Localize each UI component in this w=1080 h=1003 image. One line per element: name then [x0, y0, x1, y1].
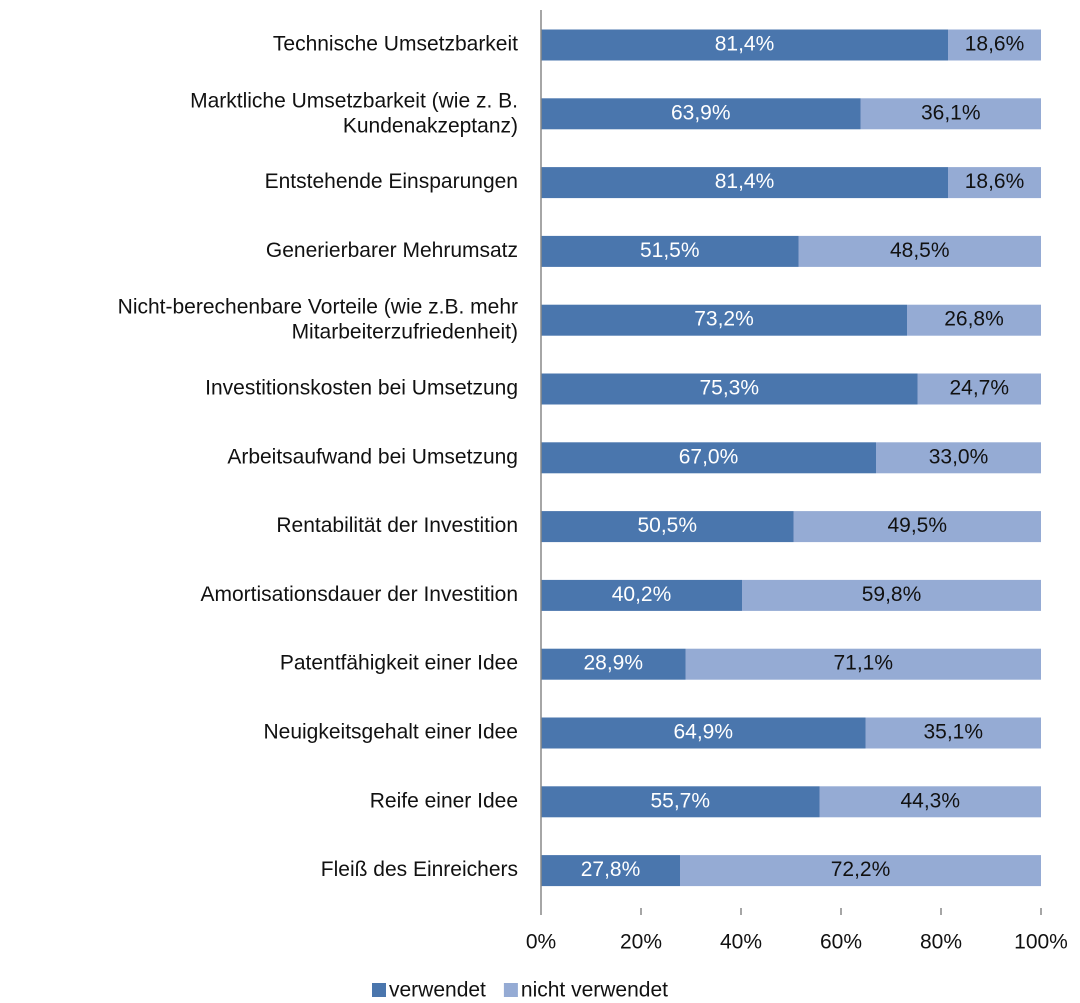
data-label: 59,8%	[862, 583, 922, 606]
data-label: 18,6%	[965, 170, 1025, 193]
y-tick-label: Amortisationsdauer der Investition	[201, 583, 519, 606]
bar-segment	[742, 579, 1041, 611]
data-label: 71,1%	[833, 652, 893, 675]
x-tick-label: 40%	[720, 931, 762, 954]
legend-label: verwendet	[389, 979, 486, 1002]
data-label: 63,9%	[671, 101, 731, 124]
y-tick-label: Neuigkeitsgehalt einer Idee	[263, 721, 518, 744]
bar-segment	[541, 855, 680, 887]
data-label: 64,9%	[673, 721, 733, 744]
data-label: 51,5%	[640, 239, 700, 262]
y-tick-label: Marktliche Umsetzbarkeit (wie z. B. Kunde…	[190, 89, 518, 137]
bar-segment	[541, 98, 861, 130]
bar-segment	[541, 786, 820, 818]
bar-segment	[917, 373, 1041, 405]
bar-segment	[541, 717, 866, 749]
y-tick-label: Reife einer Idee	[370, 789, 518, 812]
x-tick-label: 0%	[526, 931, 556, 954]
y-tick-label: Nicht-berechenbare Vorteile (wie z.B. me…	[118, 295, 518, 343]
y-tick-label: Investitionskosten bei Umsetzung	[205, 377, 518, 400]
bar-segment	[541, 442, 876, 474]
y-tick-label: Rentabilität der Investition	[276, 514, 518, 537]
data-label: 67,0%	[679, 445, 739, 468]
bar-segment	[541, 511, 794, 543]
data-label: 55,7%	[650, 789, 710, 812]
bar-segment	[907, 304, 1041, 336]
bar-segment	[860, 98, 1041, 130]
data-label: 24,7%	[949, 377, 1009, 400]
data-label: 73,2%	[694, 308, 754, 331]
bar-segment	[541, 235, 799, 267]
bar-segment	[685, 648, 1041, 680]
x-tick-label: 100%	[1014, 931, 1068, 954]
x-tick-label: 80%	[920, 931, 962, 954]
data-label: 18,6%	[965, 33, 1025, 56]
bar-segment	[798, 235, 1041, 267]
bar-segment	[541, 648, 686, 680]
data-label: 33,0%	[929, 445, 989, 468]
data-label: 72,2%	[831, 858, 891, 881]
data-label: 35,1%	[923, 721, 983, 744]
x-tick-label: 20%	[620, 931, 662, 954]
bar-segment	[793, 511, 1041, 543]
y-tick-label: Fleiß des Einreichers	[321, 858, 518, 881]
bar-segment	[948, 29, 1041, 61]
data-label: 48,5%	[890, 239, 950, 262]
data-label: 49,5%	[887, 514, 947, 537]
y-tick-label: Patentfähigkeit einer Idee	[280, 652, 518, 675]
y-tick-label: Arbeitsaufwand bei Umsetzung	[227, 445, 518, 468]
bar-segment	[819, 786, 1041, 818]
bar-segment	[948, 167, 1041, 199]
data-label: 27,8%	[581, 858, 641, 881]
x-tick-label: 60%	[820, 931, 862, 954]
data-label: 81,4%	[715, 170, 775, 193]
bar-segment	[541, 579, 742, 611]
bar-segment	[541, 29, 948, 61]
data-label: 28,9%	[583, 652, 643, 675]
bar-segment	[541, 373, 918, 405]
data-label: 36,1%	[921, 101, 981, 124]
data-label: 75,3%	[699, 377, 759, 400]
bar-segment	[680, 855, 1041, 887]
data-label: 40,2%	[612, 583, 672, 606]
y-tick-label: Technische Umsetzbarkeit	[273, 33, 518, 56]
y-tick-label: Entstehende Einsparungen	[265, 170, 518, 193]
legend-swatch	[503, 983, 518, 997]
bar-segment	[876, 442, 1041, 474]
y-tick-label: Generierbarer Mehrumsatz	[266, 239, 518, 262]
data-label: 44,3%	[900, 789, 960, 812]
legend-label: nicht verwendet	[521, 979, 668, 1002]
data-label: 26,8%	[944, 308, 1004, 331]
bar-segment	[541, 167, 948, 199]
legend-swatch	[372, 983, 386, 997]
bar-segment	[865, 717, 1041, 749]
data-label: 50,5%	[637, 514, 697, 537]
data-label: 81,4%	[715, 33, 775, 56]
bar-segment	[541, 304, 907, 336]
